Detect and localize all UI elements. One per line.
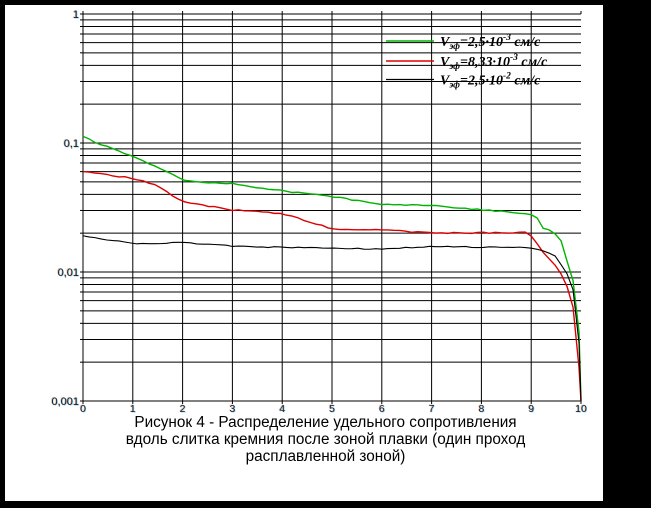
svg-text:0,01: 0,01 xyxy=(58,267,79,279)
svg-text:Vэф=2,5·10-2 см/с: Vэф=2,5·10-2 см/с xyxy=(440,72,541,91)
svg-text:Vэф=2,5·10-3 см/с: Vэф=2,5·10-3 см/с xyxy=(440,33,541,52)
svg-text:9: 9 xyxy=(528,403,534,415)
svg-text:0,1: 0,1 xyxy=(64,138,79,150)
svg-text:0,001: 0,001 xyxy=(51,396,79,408)
svg-text:10: 10 xyxy=(575,403,587,415)
svg-text:Vэф=8,33·10-3 см/с: Vэф=8,33·10-3 см/с xyxy=(440,53,548,72)
svg-text:0: 0 xyxy=(80,403,86,415)
svg-text:1: 1 xyxy=(73,9,79,21)
